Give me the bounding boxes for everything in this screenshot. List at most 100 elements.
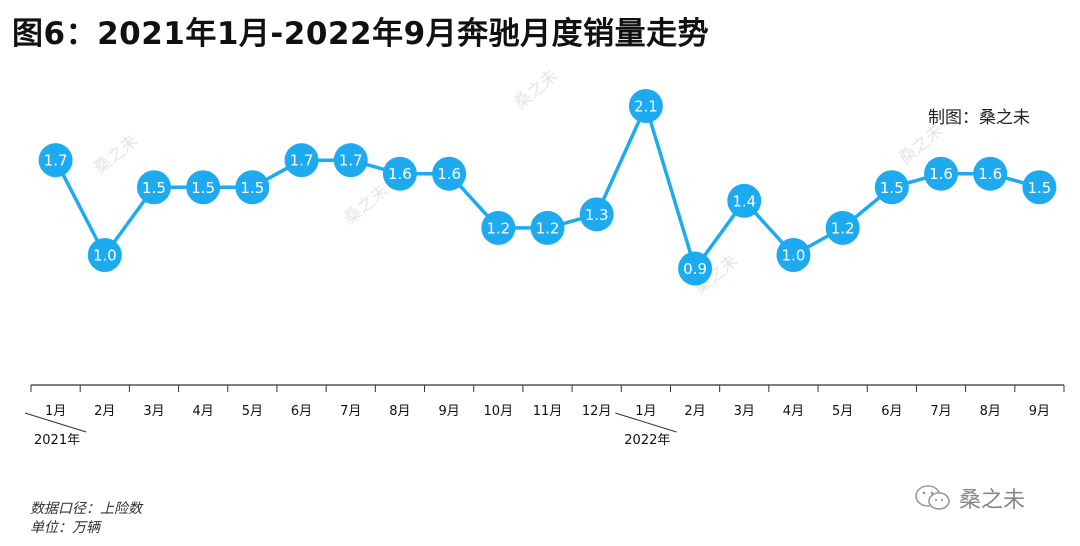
data-point: 1.6 (924, 156, 959, 191)
x-tick-label: 8月 (980, 404, 1001, 419)
x-tick-label: 6月 (291, 404, 312, 419)
data-label: 1.2 (831, 219, 855, 237)
data-point-marker (628, 88, 663, 123)
data-label: 1.6 (388, 165, 412, 183)
data-point-marker (284, 143, 319, 178)
data-label: 1.7 (44, 152, 68, 170)
data-point: 1.4 (727, 183, 762, 218)
data-point-marker (382, 156, 417, 191)
data-point: 1.5 (235, 170, 270, 205)
footnote-unit: 单位：万辆 (30, 520, 100, 536)
x-tick-label: 7月 (340, 404, 361, 419)
data-label: 1.5 (880, 179, 904, 197)
x-tick-label: 3月 (143, 404, 164, 419)
data-point: 1.6 (973, 156, 1008, 191)
data-label: 0.9 (683, 260, 707, 278)
data-label: 1.5 (142, 179, 166, 197)
x-tick-label: 3月 (734, 404, 755, 419)
data-point-marker (87, 238, 122, 272)
x-tick-label: 5月 (832, 404, 853, 419)
x-tick-label: 4月 (193, 404, 214, 419)
data-label: 1.5 (1027, 179, 1051, 197)
x-axis: 1月 2月 3月 4月 5月 6月 7月 8月 9月 10月 11月 12月 1月 2月 3月 4月 5月 6月 7… (24, 384, 1065, 448)
year-label: 2022年 (624, 433, 670, 448)
x-tick-label: 1月 (45, 404, 66, 419)
data-label: 1.4 (732, 192, 756, 210)
data-point: 1.5 (136, 170, 171, 205)
data-label: 1.5 (191, 179, 215, 197)
data-point: 1.5 (1022, 170, 1057, 205)
x-tick-label: 7月 (930, 404, 951, 419)
chart-credit: 制图：桑之未 (928, 108, 1030, 128)
data-point-marker (333, 143, 368, 178)
x-tick-label: 2月 (94, 404, 115, 419)
data-point-marker (727, 183, 762, 218)
data-point-marker (530, 210, 565, 245)
data-point-marker (186, 170, 221, 205)
year-divider (24, 412, 87, 433)
x-tick-label: 12月 (582, 404, 612, 419)
year-divider (615, 412, 677, 433)
data-point-marker (579, 197, 614, 232)
data-point-marker (924, 156, 959, 191)
footnote-data-scope: 数据口径：上险数 (30, 501, 142, 517)
data-point: 1.7 (284, 143, 319, 178)
data-label: 1.2 (486, 219, 510, 237)
data-label: 2.1 (634, 97, 658, 115)
data-points: 1.7 1.0 1.5 1.5 1.5 1.7 1.7 1.6 1.6 1.2 1.2 1.3 2.1 0… (38, 88, 1057, 286)
data-label: 1.2 (536, 219, 560, 237)
x-tick-label: 11月 (533, 404, 563, 419)
x-tick-label: 2月 (684, 404, 705, 419)
watermark-text: 桑之未 (510, 66, 562, 114)
data-point-marker (432, 156, 467, 191)
brand-text: 桑之未 (959, 488, 1026, 513)
data-label: 1.5 (240, 179, 264, 197)
data-point: 2.1 (628, 88, 663, 123)
data-point: 1.2 (481, 210, 516, 245)
data-point: 1.0 (87, 238, 122, 272)
data-point: 1.2 (825, 210, 860, 245)
x-tick-label: 6月 (881, 404, 902, 419)
data-point: 0.9 (678, 251, 713, 286)
x-tick-label: 1月 (635, 404, 656, 419)
x-tick-label: 5月 (242, 404, 263, 419)
data-label: 1.3 (585, 206, 609, 224)
data-label: 1.0 (782, 247, 806, 265)
data-point: 1.2 (530, 210, 565, 245)
data-point-marker (825, 210, 860, 245)
x-tick-label: 8月 (389, 404, 410, 419)
data-label: 1.6 (437, 165, 461, 183)
data-point-marker (973, 156, 1008, 191)
watermark-text: 桑之未 (90, 131, 142, 179)
data-point: 1.5 (186, 170, 221, 205)
x-tick-label: 4月 (783, 404, 804, 419)
watermark-text: 桑之未 (340, 181, 392, 229)
data-point-marker (235, 170, 270, 205)
data-point: 1.5 (874, 170, 909, 205)
data-label: 1.7 (339, 152, 363, 170)
x-tick-label: 10月 (484, 404, 514, 419)
data-point-marker (481, 210, 516, 245)
data-point: 1.6 (382, 156, 417, 191)
data-point: 1.0 (776, 238, 811, 272)
wechat-icon (915, 485, 950, 510)
data-point-marker (136, 170, 171, 205)
data-label: 1.0 (93, 247, 117, 265)
data-point: 1.6 (432, 156, 467, 191)
data-point-marker (678, 251, 713, 286)
brand-watermark: 桑之未 (913, 482, 1025, 514)
data-label: 1.7 (290, 152, 314, 170)
year-label: 2021年 (34, 433, 80, 448)
data-label: 1.6 (978, 165, 1002, 183)
data-point: 1.7 (333, 143, 368, 178)
data-point-marker (874, 170, 909, 205)
data-label: 1.6 (929, 165, 953, 183)
chart-title: 图6：2021年1月-2022年9月奔驰月度销量走势 (12, 16, 710, 52)
data-point: 1.7 (38, 143, 73, 178)
data-point-marker (1022, 170, 1057, 205)
x-tick-label: 9月 (438, 404, 459, 419)
x-tick-label: 9月 (1029, 404, 1050, 419)
data-point-marker (38, 143, 73, 178)
data-point-marker (776, 238, 811, 272)
